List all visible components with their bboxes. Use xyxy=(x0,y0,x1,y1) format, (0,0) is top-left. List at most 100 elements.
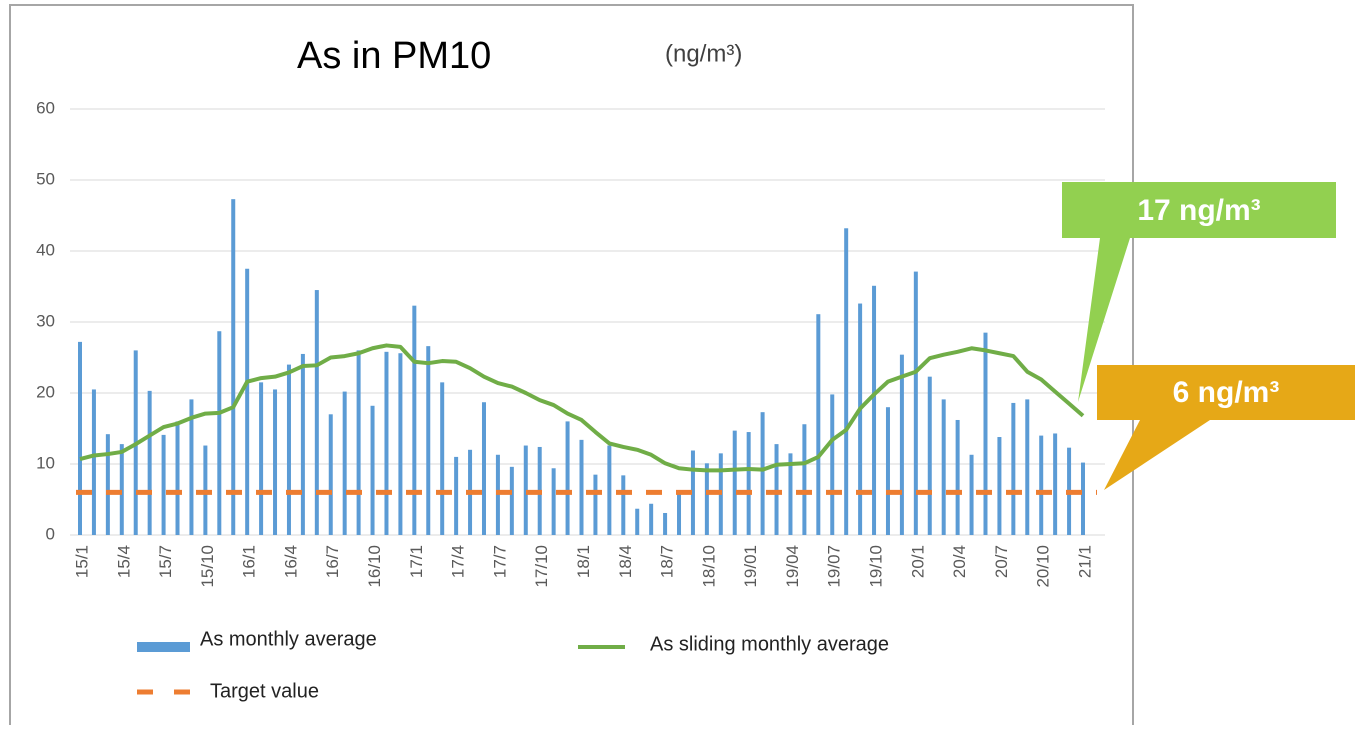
bar xyxy=(426,346,431,535)
bar xyxy=(941,399,946,535)
bar xyxy=(969,454,974,535)
x-tick-label: 16/1 xyxy=(240,545,259,578)
x-tick-label: 19/07 xyxy=(825,545,844,588)
bar xyxy=(119,444,124,535)
x-tick-label: 20/7 xyxy=(992,545,1011,578)
bar xyxy=(231,199,236,536)
bar xyxy=(1053,433,1058,535)
callout-green xyxy=(1062,182,1336,402)
bar xyxy=(370,405,375,535)
bar xyxy=(342,391,347,535)
bar xyxy=(147,390,152,535)
bar xyxy=(788,453,793,535)
x-tick-label: 18/7 xyxy=(658,545,677,578)
bar xyxy=(663,512,668,535)
x-tick-label: 20/4 xyxy=(950,545,969,578)
unit-label: (ng/m³) xyxy=(665,40,742,67)
callout-orange xyxy=(1097,365,1355,490)
bar xyxy=(384,351,389,535)
bar xyxy=(746,432,751,535)
bar xyxy=(607,445,612,535)
bar xyxy=(1039,435,1044,535)
line xyxy=(79,343,1085,473)
bar xyxy=(635,508,640,535)
x-tick-label: 15/1 xyxy=(72,545,91,578)
bar xyxy=(774,444,779,535)
bar xyxy=(1011,402,1016,535)
legend-label: Target value xyxy=(210,680,319,702)
bar xyxy=(579,439,584,535)
bar xyxy=(844,228,849,535)
x-tick-label: 18/4 xyxy=(616,545,635,578)
x-tick-label: 15/4 xyxy=(114,545,133,578)
y-tick-label: 40 xyxy=(36,240,55,259)
bar xyxy=(105,434,110,535)
bar xyxy=(328,414,333,535)
bar xyxy=(245,268,250,535)
bar xyxy=(858,303,863,535)
y-tick-label: 30 xyxy=(36,311,55,330)
bar xyxy=(217,331,222,535)
bar xyxy=(551,468,556,535)
x-tick-label: 15/7 xyxy=(156,545,175,578)
x-tick-label: 16/7 xyxy=(323,545,342,578)
bar xyxy=(91,389,96,535)
bar xyxy=(1081,462,1085,535)
bar xyxy=(314,290,319,535)
annotation: 17 ng/m³ xyxy=(1137,194,1260,227)
bar xyxy=(509,466,514,535)
y-tick-label: 50 xyxy=(36,169,55,188)
bar xyxy=(621,475,626,535)
bar xyxy=(259,382,264,535)
bar xyxy=(189,399,194,535)
legend-swatch xyxy=(137,642,190,652)
bar xyxy=(523,445,528,535)
bar xyxy=(983,332,988,535)
bar xyxy=(704,463,709,535)
bar xyxy=(175,421,180,535)
bar xyxy=(690,450,695,535)
x-tick-label: 16/10 xyxy=(365,545,384,588)
legend-label: As monthly average xyxy=(200,628,377,650)
bar xyxy=(927,376,932,535)
bar xyxy=(454,456,459,535)
bar xyxy=(412,305,417,535)
bar xyxy=(732,430,737,535)
bar xyxy=(565,421,570,535)
legend-label: As sliding monthly average xyxy=(650,633,889,655)
annotation: 6 ng/m³ xyxy=(1173,376,1280,409)
bar xyxy=(997,437,1002,535)
y-tick-label: 0 xyxy=(46,524,55,543)
x-tick-label: 17/1 xyxy=(407,545,426,578)
chart-title: As in PM10 xyxy=(297,35,491,77)
x-tick-label: 18/10 xyxy=(699,545,718,588)
bar xyxy=(913,271,918,535)
legend: As monthly average As sliding monthly ave… xyxy=(137,628,889,702)
bar xyxy=(677,493,682,535)
bar xyxy=(161,434,166,535)
bar xyxy=(830,394,835,535)
bar xyxy=(899,354,904,535)
y-tick-label: 10 xyxy=(36,453,55,472)
x-tick-label: 19/04 xyxy=(783,545,802,588)
y-tick-label: 20 xyxy=(36,382,55,401)
bar xyxy=(78,341,82,535)
bar xyxy=(955,419,960,535)
plot-area: 0 10 20 30 40 50 60 15/1 15/4 15/7 15/10 16/1 16/4 16… xyxy=(36,98,1105,588)
x-tick-label: 20/10 xyxy=(1034,545,1053,588)
bar xyxy=(398,353,403,535)
y-tick-label: 60 xyxy=(36,98,55,117)
x-tick-label: 17/7 xyxy=(490,545,509,578)
bar xyxy=(286,364,291,535)
bar xyxy=(885,407,890,535)
x-tick-label: 19/10 xyxy=(867,545,886,588)
bar xyxy=(273,389,278,535)
x-tick-label: 17/10 xyxy=(532,545,551,588)
x-tick-label: 21/1 xyxy=(1075,545,1094,578)
bar xyxy=(593,474,598,535)
x-tick-label: 15/10 xyxy=(198,545,217,588)
bar xyxy=(872,285,877,535)
chart-frame xyxy=(9,4,1134,730)
bar xyxy=(300,353,305,535)
